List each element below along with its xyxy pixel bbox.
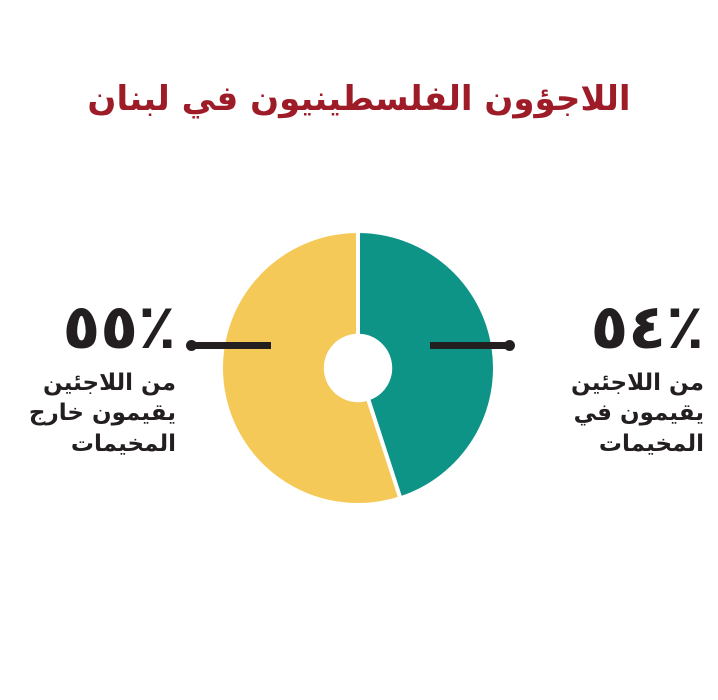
donut-chart — [219, 228, 497, 507]
stat-in-camps-line-2: يقيمون في — [573, 400, 704, 427]
leader-bar-in-camps — [430, 342, 510, 349]
leader-line-outside-camps — [186, 340, 271, 351]
stat-in-camps-description: من اللاجئين يقيمون في المخيمات — [524, 368, 704, 459]
stat-outside-camps: ٪٥٥ من اللاجئين يقيمون خارج المخيمات — [4, 290, 177, 459]
stat-in-camps: ٪٤٥ من اللاجئين يقيمون في المخيمات — [524, 290, 705, 459]
stat-outside-camps-description: من اللاجئين يقيمون خارج المخيمات — [4, 368, 176, 459]
leader-bar-outside-camps — [191, 342, 271, 349]
stat-in-camps-line-3: المخيمات — [598, 430, 704, 457]
stat-outside-camps-line-2: يقيمون خارج — [28, 400, 176, 427]
leader-line-in-camps — [430, 340, 515, 351]
page-title: اللاجؤون الفلسطينيون في لبنان — [87, 79, 631, 119]
donut-center-hole — [325, 335, 391, 401]
stat-in-camps-percent: ٪٤٥ — [590, 290, 705, 363]
stat-outside-camps-percent: ٪٥٥ — [62, 290, 177, 363]
stat-outside-camps-line-1: من اللاجئين — [43, 370, 176, 396]
stat-outside-camps-line-3: المخيمات — [70, 430, 176, 457]
stat-in-camps-line-1: من اللاجئين — [571, 370, 704, 396]
